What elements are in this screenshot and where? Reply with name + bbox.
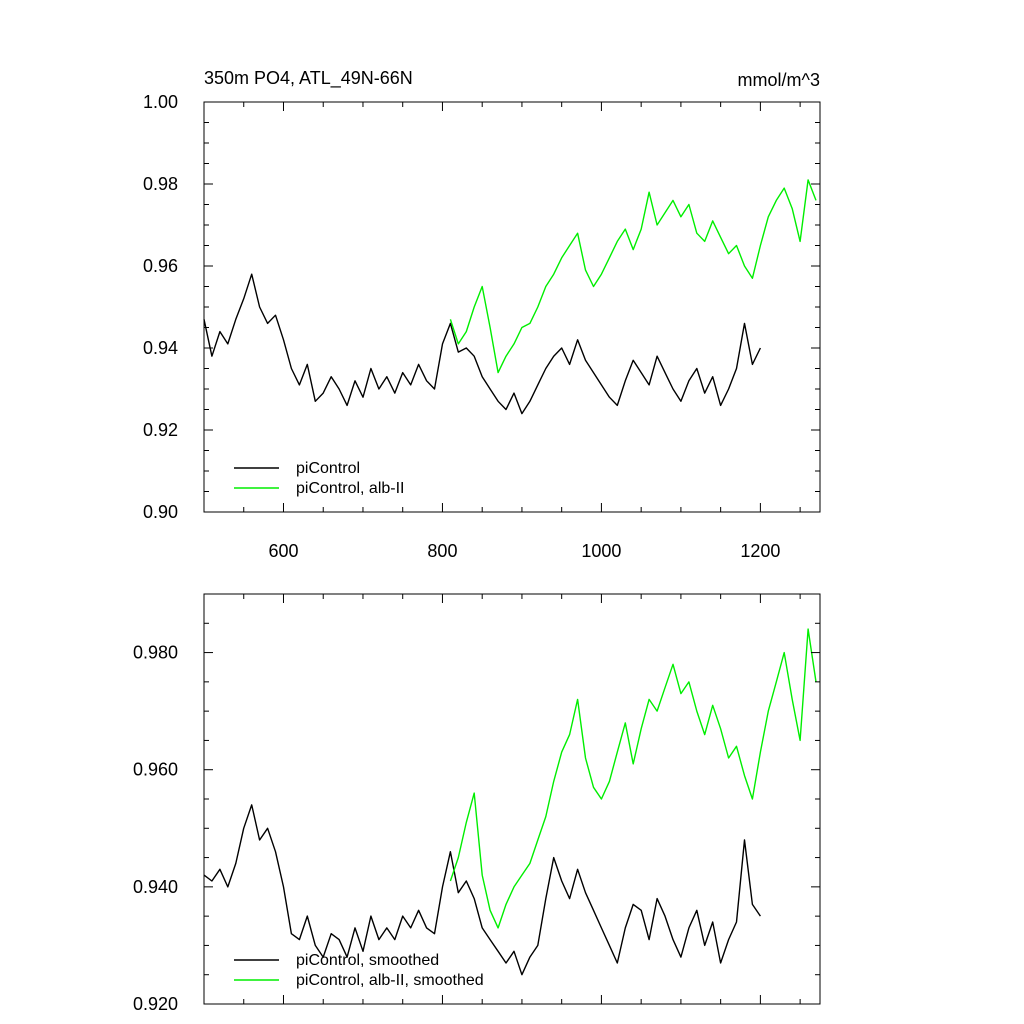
series-line-picontrol xyxy=(203,804,761,976)
series-line-alb-ii xyxy=(449,179,817,374)
legend-label: piControl, alb-II xyxy=(296,480,405,497)
x-tick-label: 600 xyxy=(268,541,298,561)
legend-label: piControl, alb-II, smoothed xyxy=(296,972,484,989)
plot-frame xyxy=(203,101,821,513)
series-line-picontrol xyxy=(203,273,762,415)
y-tick-label: 0.920 xyxy=(133,994,178,1014)
y-tick-label: 0.940 xyxy=(133,877,178,897)
y-tick-label: 0.96 xyxy=(143,256,178,276)
legend-label: piControl xyxy=(296,460,360,477)
y-tick-label: 0.94 xyxy=(143,338,178,358)
x-tick-label: 1200 xyxy=(740,541,780,561)
y-tick-label: 0.98 xyxy=(143,174,178,194)
x-tick-label: 1000 xyxy=(581,541,621,561)
y-tick-label: 0.960 xyxy=(133,760,178,780)
legend-label: piControl, smoothed xyxy=(296,952,439,969)
series-line-alb-ii xyxy=(449,628,817,929)
y-tick-label: 1.00 xyxy=(143,92,178,112)
y-tick-label: 0.90 xyxy=(143,502,178,522)
y-tick-label: 0.92 xyxy=(143,420,178,440)
y-tick-label: 0.980 xyxy=(133,643,178,663)
bottom-panel: 0.920 0.940 0.960 0.980 piControl, smoothed p… xyxy=(133,593,821,1014)
chart-title: 350m PO4, ATL_49N-66N xyxy=(204,68,413,89)
units-label: mmol/m^3 xyxy=(738,70,820,90)
top-panel: 350m PO4, ATL_49N-66N mmol/m^3 0.90 0.92 0… xyxy=(143,68,821,561)
x-tick-label: 800 xyxy=(427,541,457,561)
